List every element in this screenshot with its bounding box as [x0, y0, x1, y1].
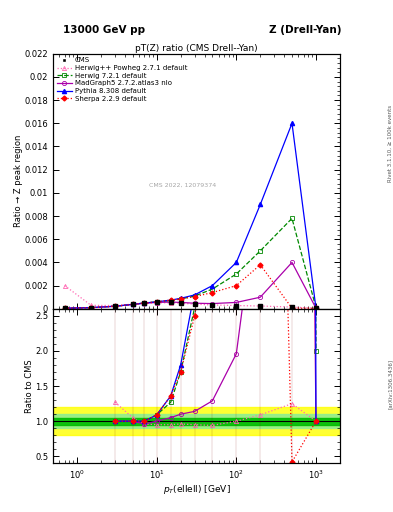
- Bar: [53, 407, 340, 435]
- Bar: [53, 418, 340, 425]
- Text: Z (Drell-Yan): Z (Drell-Yan): [270, 25, 342, 35]
- X-axis label: $p_T$(ellelI) [GeV]: $p_T$(ellelI) [GeV]: [163, 483, 230, 497]
- Text: [arXiv:1306.3436]: [arXiv:1306.3436]: [387, 359, 392, 409]
- Bar: [53, 414, 340, 428]
- Y-axis label: Ratio → Z peak region: Ratio → Z peak region: [14, 135, 23, 227]
- Title: pT(Z) ratio (CMS Drell--Yan): pT(Z) ratio (CMS Drell--Yan): [135, 44, 258, 53]
- Text: Rivet 3.1.10, ≥ 100k events: Rivet 3.1.10, ≥ 100k events: [387, 105, 392, 182]
- Text: 13000 GeV pp: 13000 GeV pp: [63, 25, 145, 35]
- Y-axis label: Ratio to CMS: Ratio to CMS: [25, 359, 34, 413]
- Text: CMS 2022, 12079374: CMS 2022, 12079374: [149, 182, 216, 187]
- Legend: CMS, Herwig++ Powheg 2.7.1 default, Herwig 7.2.1 default, MadGraph5 2.7.2.atlas3: CMS, Herwig++ Powheg 2.7.1 default, Herw…: [55, 56, 189, 103]
